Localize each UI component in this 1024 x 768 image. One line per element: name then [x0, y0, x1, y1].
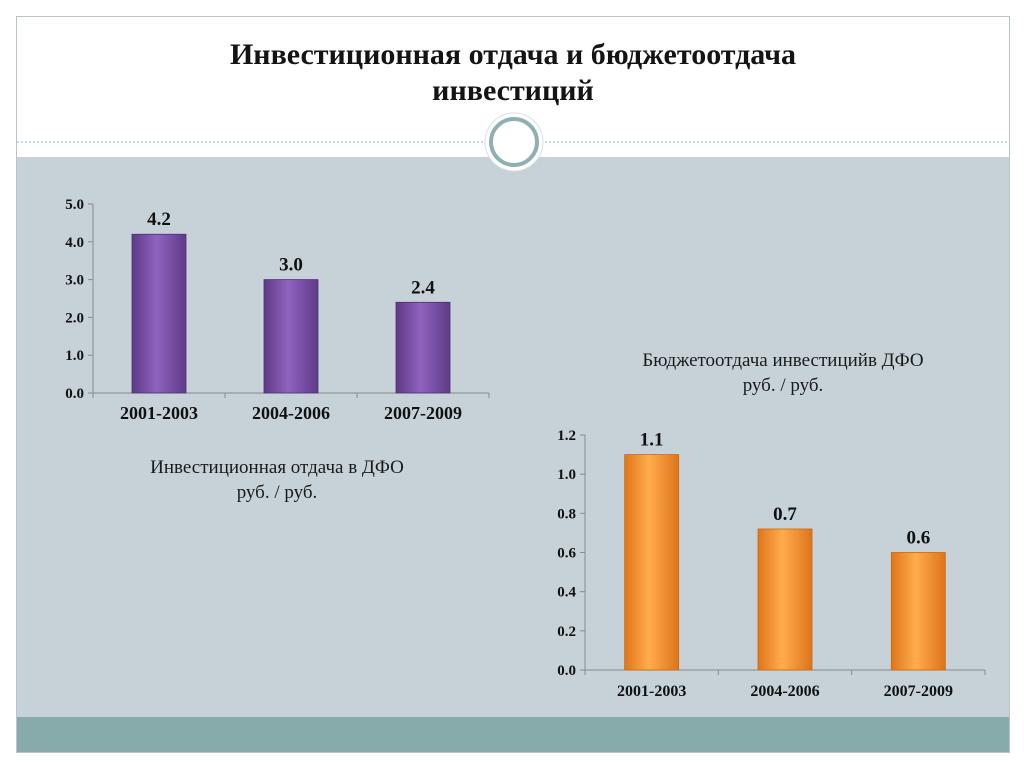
chart-investment-return-category-label: 2004-2006	[252, 403, 330, 423]
chart-investment-return-y-tick-label: 5.0	[65, 197, 84, 213]
slide-title-line-2: инвестиций	[432, 74, 594, 107]
chart-budget-return-title-line-1: Бюджетоотдача инвестицийв ДФО	[642, 350, 924, 371]
chart-budget-return-bar	[757, 528, 813, 671]
chart-investment-return: 0.0 1.0 2.0 3.0 4.0 5.0 4.2 2001-2003 3.0 2004-20…	[65, 197, 490, 423]
chart-budget-return-category-label: 2004-2006	[750, 683, 819, 700]
chart-investment-return-y-tick-label: 1.0	[65, 348, 84, 364]
chart-budget-return-y-tick-label: 1.2	[557, 428, 576, 444]
slide-title-line-1: Инвестиционная отдача и бюджетоотдача	[229, 38, 797, 71]
chart-investment-return-y-tick-label: 2.0	[65, 310, 84, 326]
chart-investment-return-bar	[131, 233, 187, 394]
chart-investment-return-category-label: 2001-2003	[120, 403, 198, 423]
chart-budget-return-y-tick-label: 0.6	[557, 546, 576, 562]
chart-investment-return-bar	[395, 301, 451, 394]
chart-investment-return-bar	[263, 279, 319, 394]
chart-budget-return-y-tick-label: 0.8	[557, 506, 576, 522]
title-separator	[17, 112, 1009, 172]
chart-investment-return-title-line-1: Инвестиционная отдача в ДФО	[150, 457, 404, 478]
charts-canvas: 0.0 1.0 2.0 3.0 4.0 5.0 4.2 2001-2003 3.0 2004-20…	[65, 197, 986, 700]
chart-investment-return-y-tick-label: 3.0	[65, 273, 84, 289]
chart-investment-return-title-line-2: руб. / руб.	[236, 482, 318, 503]
chart-budget-return-y-tick-label: 1.0	[557, 467, 576, 483]
chart-budget-return-category-label: 2001-2003	[617, 683, 686, 700]
chart-investment-return-y-tick-label: 4.0	[65, 235, 84, 251]
chart-investment-return-data-label: 3.0	[279, 255, 303, 276]
separator-circle-inner	[489, 117, 539, 167]
chart-investment-return-title: Инвестиционная отдача в ДФО руб. / руб.	[77, 455, 477, 505]
chart-investment-return-data-label: 2.4	[411, 277, 435, 298]
chart-investment-return-category-label: 2007-2009	[384, 403, 462, 423]
chart-investment-return-data-label: 4.2	[147, 209, 171, 230]
chart-investment-return-y-tick-label: 0.0	[65, 386, 84, 402]
chart-budget-return-category-label: 2007-2009	[884, 683, 953, 700]
chart-budget-return-data-label: 0.6	[906, 528, 930, 549]
slide-title: Инвестиционная отдача и бюджетоотдача ин…	[17, 37, 1009, 109]
chart-budget-return-data-label: 1.1	[640, 430, 664, 451]
chart-budget-return: 0.0 0.2 0.4 0.6 0.8 1.0 1.2 1.1 2001-2003 0.7 2004…	[557, 428, 986, 700]
chart-budget-return-bar	[890, 552, 946, 671]
chart-budget-return-bar	[624, 454, 680, 671]
chart-budget-return-data-label: 0.7	[773, 504, 797, 525]
footer-band	[17, 717, 1009, 752]
slide: Инвестиционная отдача и бюджетоотдача ин…	[16, 16, 1010, 753]
chart-budget-return-title: Бюджетоотдача инвестицийв ДФО руб. / руб…	[583, 348, 983, 398]
chart-budget-return-y-tick-label: 0.4	[557, 585, 576, 601]
chart-budget-return-y-tick-label: 0.2	[557, 624, 576, 640]
chart-budget-return-y-tick-label: 0.0	[557, 663, 576, 679]
chart-budget-return-title-line-2: руб. / руб.	[742, 375, 824, 396]
